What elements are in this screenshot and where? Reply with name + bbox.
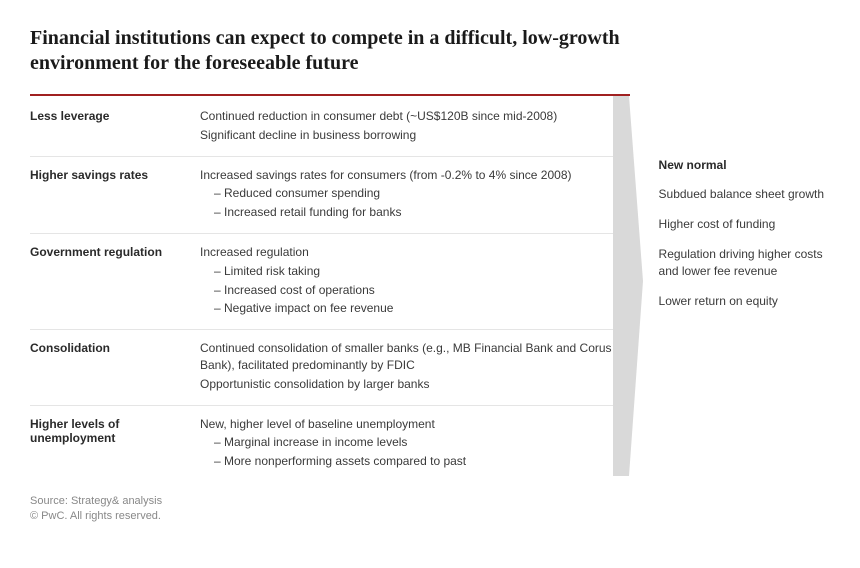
- content-area: Less leverageContinued reduction in cons…: [30, 98, 830, 482]
- row-subline: – Marginal increase in income levels: [200, 434, 615, 451]
- new-normal-heading: New normal: [659, 158, 830, 172]
- row-line: Continued reduction in consumer debt (~U…: [200, 108, 615, 125]
- slide-container: Financial institutions can expect to com…: [0, 0, 860, 541]
- new-normal-item: Lower return on equity: [659, 293, 830, 309]
- row-label: Less leverage: [30, 108, 200, 146]
- row-description: Continued consolidation of smaller banks…: [200, 340, 615, 394]
- row-line: Continued consolidation of smaller banks…: [200, 340, 615, 374]
- row-subline: – Limited risk taking: [200, 263, 615, 280]
- table-row: Less leverageContinued reduction in cons…: [30, 98, 615, 157]
- row-line: Significant decline in business borrowin…: [200, 127, 615, 144]
- row-line: New, higher level of baseline unemployme…: [200, 416, 615, 433]
- new-normal-item: Subdued balance sheet growth: [659, 186, 830, 202]
- footer-copyright: © PwC. All rights reserved.: [30, 509, 830, 524]
- row-label: Consolidation: [30, 340, 200, 394]
- footer-source: Source: Strategy& analysis: [30, 494, 830, 509]
- row-description: Increased savings rates for consumers (f…: [200, 167, 615, 223]
- new-normal-panel: New normal Subdued balance sheet growth H…: [645, 98, 830, 323]
- table-row: Higher levels of unemploymentNew, higher…: [30, 406, 615, 482]
- row-subline: – More nonperforming assets compared to …: [200, 453, 615, 470]
- row-line: Increased regulation: [200, 244, 615, 261]
- row-description: Continued reduction in consumer debt (~U…: [200, 108, 615, 146]
- funnel-arrow-icon: [613, 96, 647, 486]
- row-subline: – Increased cost of operations: [200, 282, 615, 299]
- slide-title: Financial institutions can expect to com…: [30, 26, 710, 76]
- table-row: Higher savings ratesIncreased savings ra…: [30, 157, 615, 234]
- table-row: ConsolidationContinued consolidation of …: [30, 330, 615, 405]
- row-line: Opportunistic consolidation by larger ba…: [200, 376, 615, 393]
- row-subline: – Negative impact on fee revenue: [200, 300, 615, 317]
- row-description: Increased regulation – Limited risk takin…: [200, 244, 615, 319]
- title-rule: [30, 94, 630, 96]
- row-label: Government regulation: [30, 244, 200, 319]
- row-subline: – Increased retail funding for banks: [200, 204, 615, 221]
- table-row: Government regulationIncreased regulatio…: [30, 234, 615, 330]
- new-normal-item: Higher cost of funding: [659, 216, 830, 232]
- footer: Source: Strategy& analysis © PwC. All ri…: [30, 494, 830, 525]
- row-subline: – Reduced consumer spending: [200, 185, 615, 202]
- row-label: Higher savings rates: [30, 167, 200, 223]
- row-label: Higher levels of unemployment: [30, 416, 200, 472]
- row-line: Increased savings rates for consumers (f…: [200, 167, 615, 184]
- row-description: New, higher level of baseline unemployme…: [200, 416, 615, 472]
- factors-table: Less leverageContinued reduction in cons…: [30, 98, 615, 482]
- new-normal-item: Regulation driving higher costs and lowe…: [659, 246, 830, 278]
